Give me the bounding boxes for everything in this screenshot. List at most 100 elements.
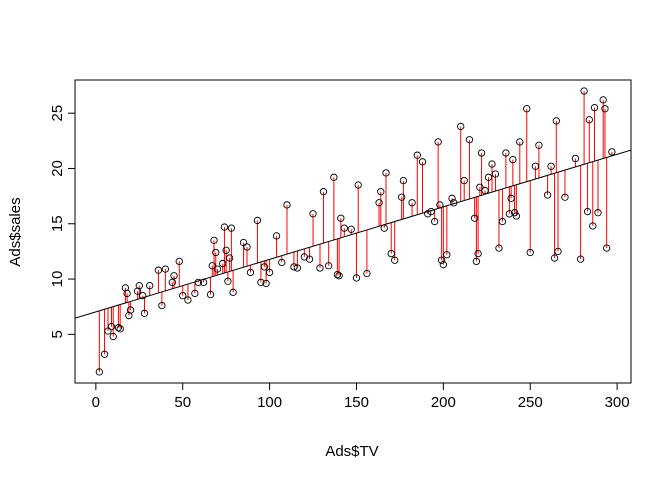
data-point xyxy=(246,268,255,277)
y-tick-label: 20 xyxy=(49,160,66,177)
plot-layer xyxy=(75,87,631,376)
data-point xyxy=(491,170,500,178)
data-point xyxy=(460,176,468,185)
data-point xyxy=(184,296,192,304)
x-tick-label: 300 xyxy=(605,394,630,411)
data-point xyxy=(139,291,147,300)
data-point xyxy=(123,289,131,298)
data-point xyxy=(585,116,593,124)
data-point xyxy=(227,224,236,232)
data-point xyxy=(290,263,298,271)
data-point xyxy=(571,154,580,163)
data-point xyxy=(212,248,220,257)
y-tick-label: 10 xyxy=(49,271,66,288)
data-point xyxy=(224,277,232,285)
data-point xyxy=(498,217,507,226)
data-point xyxy=(509,155,517,164)
data-point xyxy=(213,265,222,273)
data-point xyxy=(380,224,388,232)
y-tick-label: 5 xyxy=(49,330,66,338)
data-point xyxy=(397,193,406,201)
data-point xyxy=(465,136,474,144)
data-point xyxy=(502,149,510,157)
data-point xyxy=(210,236,218,244)
data-point xyxy=(561,193,569,201)
data-point xyxy=(450,199,458,207)
data-point xyxy=(512,212,520,220)
data-point xyxy=(474,249,482,258)
data-point xyxy=(161,265,170,273)
data-point xyxy=(135,282,143,290)
data-point xyxy=(283,201,291,209)
data-point xyxy=(531,162,540,170)
data-point xyxy=(484,173,493,181)
data-point xyxy=(170,272,178,280)
data-point xyxy=(253,216,262,225)
data-point xyxy=(337,214,345,222)
data-point xyxy=(476,183,484,191)
data-point xyxy=(434,138,442,146)
data-point xyxy=(391,256,399,264)
data-point xyxy=(243,243,251,251)
data-point xyxy=(347,225,355,233)
data-point xyxy=(199,278,208,287)
data-point xyxy=(305,255,314,263)
data-point xyxy=(319,188,328,196)
data-point xyxy=(481,186,489,195)
data-point xyxy=(413,151,421,159)
data-point xyxy=(107,322,116,331)
data-point xyxy=(427,207,435,216)
data-point xyxy=(576,255,585,263)
data-point xyxy=(340,224,348,232)
data-point xyxy=(550,254,559,262)
data-point xyxy=(95,368,103,376)
data-point xyxy=(387,249,395,258)
data-point xyxy=(418,158,427,166)
data-point xyxy=(206,290,215,299)
data-point xyxy=(526,248,534,257)
data-point xyxy=(554,247,562,256)
data-point xyxy=(477,149,486,157)
data-point xyxy=(330,173,338,181)
data-point xyxy=(608,148,616,156)
x-axis-label: Ads$TV xyxy=(325,443,378,460)
data-point xyxy=(543,191,552,199)
data-point xyxy=(505,210,514,218)
data-point xyxy=(439,261,447,269)
data-point xyxy=(225,254,234,262)
data-point xyxy=(114,324,123,332)
data-point xyxy=(535,141,543,149)
data-point xyxy=(547,162,555,170)
regression-line xyxy=(75,149,631,319)
data-point xyxy=(293,264,302,272)
data-point xyxy=(335,272,343,280)
data-point xyxy=(100,350,109,358)
data-point xyxy=(382,169,390,177)
data-point xyxy=(437,256,446,264)
data-point xyxy=(265,268,274,277)
data-point xyxy=(354,181,362,189)
x-tick-label: 0 xyxy=(92,394,100,411)
data-point xyxy=(443,251,451,259)
data-point xyxy=(222,246,230,254)
data-point xyxy=(363,269,371,278)
data-point xyxy=(179,291,187,300)
data-point xyxy=(158,301,166,310)
data-point xyxy=(126,306,135,314)
data-point xyxy=(594,209,602,217)
data-point xyxy=(583,207,592,216)
data-point xyxy=(239,238,248,247)
data-point xyxy=(116,325,124,333)
data-point xyxy=(109,332,117,341)
data-point xyxy=(104,327,112,335)
data-point xyxy=(146,282,154,290)
data-point xyxy=(278,258,286,267)
data-point xyxy=(580,87,588,95)
data-point xyxy=(352,274,361,282)
data-point xyxy=(495,244,503,252)
x-tick-label: 250 xyxy=(518,394,543,411)
data-point xyxy=(590,103,599,112)
data-point xyxy=(377,188,385,196)
x-tick-label: 150 xyxy=(344,394,369,411)
data-point xyxy=(220,223,229,231)
